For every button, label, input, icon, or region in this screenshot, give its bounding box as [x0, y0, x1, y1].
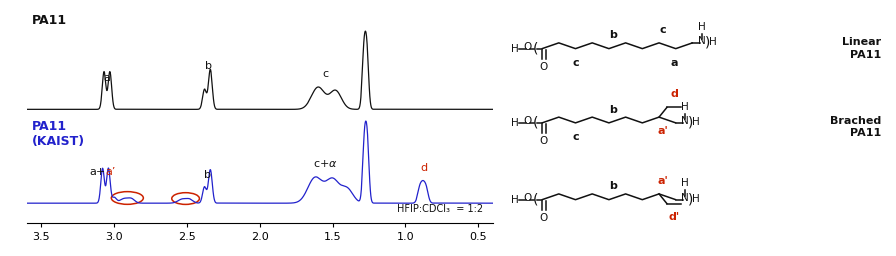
- Text: b: b: [204, 170, 211, 180]
- Text: c: c: [659, 25, 667, 35]
- Text: PA11: PA11: [31, 14, 66, 27]
- Text: O: O: [539, 62, 548, 72]
- Text: b: b: [609, 105, 616, 115]
- Text: O: O: [524, 116, 532, 126]
- Text: N: N: [681, 116, 689, 126]
- Text: H: H: [511, 195, 519, 205]
- Text: H: H: [681, 178, 689, 188]
- Text: a': a': [658, 176, 668, 186]
- Text: ): ): [688, 115, 694, 129]
- Text: Linear
PA11: Linear PA11: [842, 37, 881, 60]
- Text: c+$\alpha$: c+$\alpha$: [313, 158, 338, 169]
- Text: H: H: [693, 117, 700, 127]
- Text: a: a: [670, 58, 677, 68]
- Text: b: b: [609, 182, 616, 191]
- Text: a': a': [658, 126, 668, 136]
- Text: ): ): [688, 192, 694, 206]
- Text: O: O: [539, 213, 548, 223]
- Text: ): ): [705, 35, 711, 49]
- Text: (: (: [533, 193, 538, 207]
- Text: PA11
(KAIST): PA11 (KAIST): [31, 120, 84, 147]
- Text: H: H: [681, 102, 689, 112]
- Text: O: O: [539, 136, 548, 146]
- Text: H: H: [698, 22, 706, 31]
- Text: H: H: [693, 194, 700, 204]
- Text: H: H: [511, 44, 519, 54]
- Text: (: (: [533, 42, 538, 56]
- Text: N: N: [681, 193, 689, 203]
- Text: a: a: [104, 73, 110, 83]
- Text: HFIP:CDCl₃  = 1:2: HFIP:CDCl₃ = 1:2: [397, 204, 484, 214]
- Text: H: H: [511, 118, 519, 128]
- Text: O: O: [524, 42, 532, 52]
- Text: H: H: [709, 37, 717, 47]
- Text: d: d: [670, 89, 678, 99]
- Text: O: O: [524, 193, 532, 203]
- Text: (: (: [533, 116, 538, 130]
- Text: N: N: [698, 36, 706, 46]
- Text: a+: a+: [90, 167, 106, 177]
- Text: a’: a’: [106, 167, 116, 177]
- Text: Brached
PA11: Brached PA11: [830, 115, 881, 138]
- Text: b: b: [205, 60, 212, 71]
- Text: c: c: [323, 69, 329, 79]
- Text: d: d: [420, 163, 427, 173]
- Text: c: c: [573, 132, 579, 142]
- Text: d': d': [668, 212, 679, 222]
- Text: c: c: [573, 58, 579, 68]
- Text: b: b: [609, 30, 616, 40]
